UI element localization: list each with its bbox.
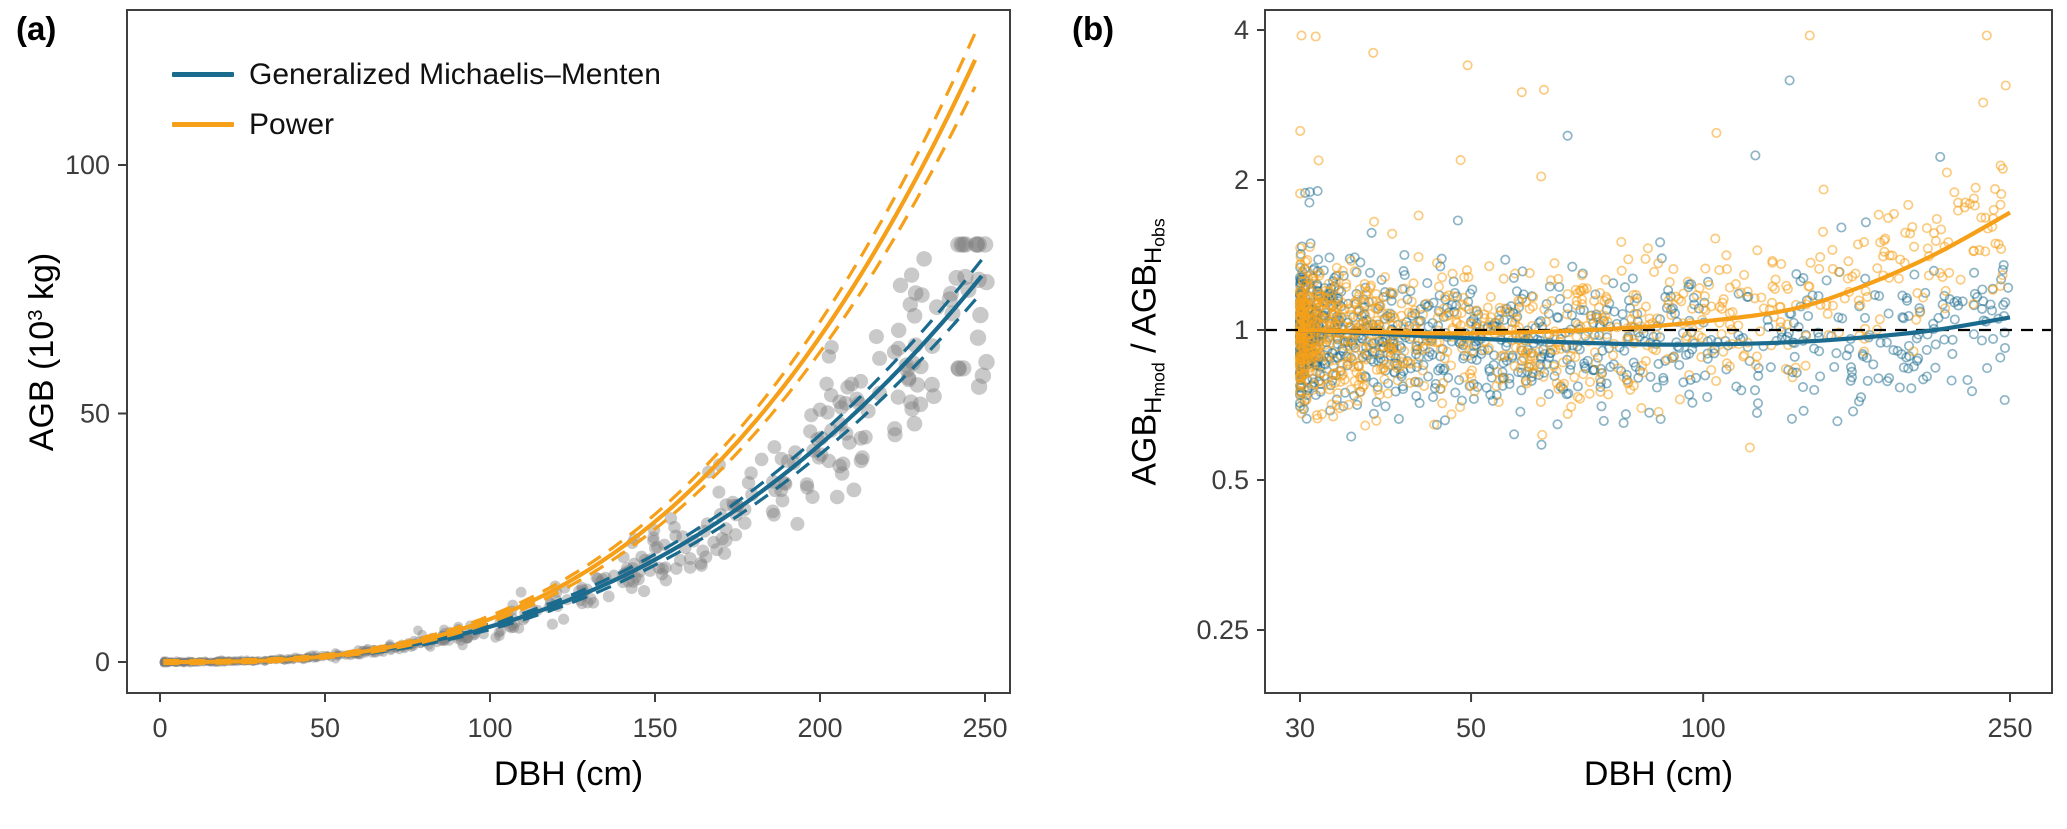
y-title-part: H <box>1139 396 1167 414</box>
tick-label: 2 <box>1234 165 1249 195</box>
observed-trees-points <box>159 236 995 668</box>
panel-a-chart: 0 50 100 150 200 250 0 50 100 <box>65 9 1011 743</box>
tick-label: 1 <box>1234 315 1249 345</box>
tick-label: 0 <box>152 713 167 743</box>
tick-label: 50 <box>80 399 110 429</box>
y-title-part: 3 <box>24 309 47 321</box>
tick-label: 0 <box>95 647 110 677</box>
y-title-part: AGB <box>1125 413 1164 486</box>
gmm-line-swatch <box>172 72 234 77</box>
y-title-part: AGB ( <box>23 358 61 452</box>
y-title-part: AGB <box>1125 264 1164 336</box>
panel-b-y-axis-title: AGBHmod / AGBHobs <box>1125 218 1169 486</box>
tick-label: 0.5 <box>1211 465 1249 495</box>
panel-a-y-axis-title: AGB (103 kg) <box>23 252 61 452</box>
y-title-part: 10 <box>23 320 61 359</box>
tick-label: 4 <box>1234 15 1249 45</box>
tick-label: 100 <box>65 150 110 180</box>
legend-item-power: Power <box>172 108 661 141</box>
panel-b-border <box>1264 9 2053 694</box>
power-fit-line <box>163 59 978 665</box>
y-title-part: kg) <box>23 252 61 310</box>
panel-a-letter: (a) <box>16 10 57 47</box>
tick-label: 200 <box>797 713 842 743</box>
y-title-part: H <box>1139 246 1167 265</box>
legend-label-gmm: Generalized Michaelis–Menten <box>249 58 661 91</box>
power-smooth-line <box>1299 210 2012 336</box>
panel-a-x-axis-title: DBH (cm) <box>493 755 644 793</box>
y-title-part: / <box>1125 335 1164 363</box>
tick-label: 0.25 <box>1196 615 1249 645</box>
tick-label: 50 <box>1456 713 1486 743</box>
tick-label: 250 <box>1987 713 2032 743</box>
legend-label-power: Power <box>249 108 335 141</box>
tick-label: 150 <box>632 713 677 743</box>
tick-label: 250 <box>962 713 1007 743</box>
gmm-fit-line <box>163 274 984 665</box>
panel-a-border <box>126 9 1011 694</box>
tick-label: 50 <box>310 713 340 743</box>
gmm-ci-lower-line <box>163 291 983 666</box>
legend-item-gmm: Generalized Michaelis–Menten <box>172 58 661 91</box>
y-title-part: mod <box>1148 362 1169 397</box>
tick-label: 100 <box>467 713 512 743</box>
tick-label: 100 <box>1681 713 1726 743</box>
legend: Generalized Michaelis–Menten Power <box>172 58 661 141</box>
panel-b-letter: (b) <box>1072 10 1115 47</box>
tick-label: 30 <box>1285 713 1315 743</box>
gmm-smooth-line <box>1299 315 2011 347</box>
y-title-part: obs <box>1148 218 1169 247</box>
power-line-swatch <box>172 122 234 127</box>
panel-b-chart: 30 50 100 250 4 2 1 0.5 0.25 <box>1196 9 2053 743</box>
panel-b-x-axis-title: DBH (cm) <box>1583 755 1734 793</box>
